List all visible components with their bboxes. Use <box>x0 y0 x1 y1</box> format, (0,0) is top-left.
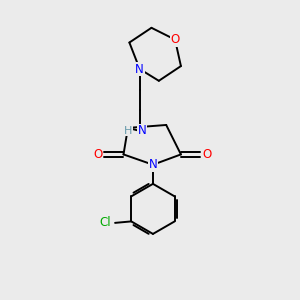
Text: O: O <box>202 148 211 161</box>
Text: O: O <box>93 148 103 161</box>
Text: O: O <box>170 33 180 46</box>
Text: N: N <box>148 158 157 171</box>
Text: H: H <box>124 126 133 136</box>
Text: N: N <box>135 62 144 76</box>
Text: N: N <box>138 124 146 137</box>
Text: Cl: Cl <box>99 216 111 230</box>
